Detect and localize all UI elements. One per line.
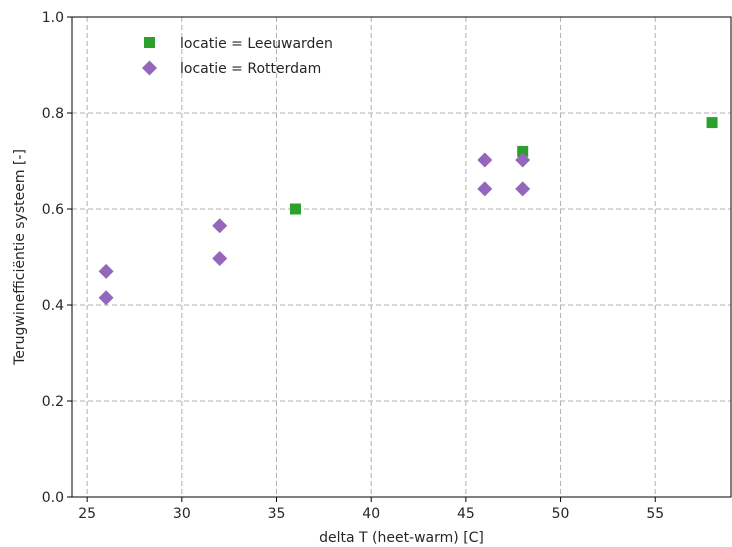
x-axis-label: delta T (heet-warm) [C] (319, 530, 484, 546)
axis-ticks: 25 30 35 40 45 50 55 0.0 0.2 0.4 0.6 0.8 1.0 (42, 10, 664, 522)
y-tick-label: 0.2 (42, 394, 64, 410)
point-rotterdam (515, 181, 531, 197)
point-leeuwarden (517, 145, 529, 157)
point-rotterdam (212, 218, 228, 234)
legend: locatie = Leeuwarden locatie = Rotterdam (142, 36, 333, 77)
data-points (98, 117, 718, 306)
y-tick-label: 0.6 (42, 202, 64, 218)
legend-label-leeuwarden: locatie = Leeuwarden (180, 36, 333, 52)
point-leeuwarden (706, 117, 718, 129)
y-tick-label: 0.4 (42, 298, 64, 314)
x-tick-label: 50 (552, 506, 570, 522)
legend-item-rotterdam: locatie = Rotterdam (142, 60, 321, 77)
point-leeuwarden (289, 203, 301, 215)
legend-item-leeuwarden: locatie = Leeuwarden (144, 36, 333, 52)
x-tick-label: 35 (268, 506, 286, 522)
x-tick-label: 55 (646, 506, 664, 522)
y-tick-label: 1.0 (42, 10, 64, 26)
point-rotterdam (515, 152, 531, 168)
legend-marker-leeuwarden (144, 37, 155, 48)
legend-marker-rotterdam (142, 60, 157, 76)
y-tick-label: 0.8 (42, 106, 64, 122)
x-tick-label: 45 (457, 506, 475, 522)
point-rotterdam (98, 263, 114, 279)
legend-label-rotterdam: locatie = Rotterdam (180, 61, 321, 77)
grid-lines (72, 16, 731, 498)
point-rotterdam (477, 181, 493, 197)
point-rotterdam (477, 152, 493, 168)
x-tick-label: 40 (362, 506, 380, 522)
y-axis-label: Terugwinefficiëntie systeem [-] (12, 149, 28, 366)
x-tick-label: 30 (173, 506, 191, 522)
x-tick-label: 25 (78, 506, 96, 522)
point-rotterdam (212, 250, 228, 266)
point-rotterdam (98, 290, 114, 306)
plot-frame (71, 16, 732, 498)
y-tick-label: 0.0 (42, 490, 64, 506)
